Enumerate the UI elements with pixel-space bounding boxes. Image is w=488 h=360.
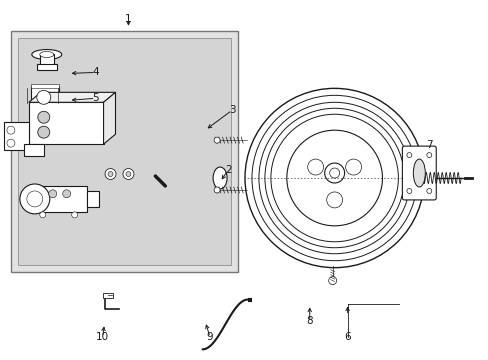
- Circle shape: [49, 190, 57, 198]
- Circle shape: [406, 153, 411, 158]
- Circle shape: [426, 189, 431, 193]
- Circle shape: [37, 90, 51, 104]
- Circle shape: [406, 189, 411, 193]
- Circle shape: [7, 126, 15, 134]
- Circle shape: [329, 168, 339, 178]
- Circle shape: [7, 139, 15, 147]
- Circle shape: [20, 184, 50, 214]
- Circle shape: [40, 212, 46, 218]
- FancyBboxPatch shape: [402, 146, 435, 200]
- Circle shape: [38, 126, 50, 138]
- Bar: [29, 102, 103, 144]
- Polygon shape: [103, 92, 115, 144]
- Ellipse shape: [213, 167, 226, 189]
- Bar: [37, 64, 57, 71]
- Text: 6: 6: [344, 332, 350, 342]
- Bar: [37, 186, 86, 212]
- Bar: [40, 54, 54, 67]
- Circle shape: [426, 153, 431, 158]
- Circle shape: [324, 163, 344, 183]
- Text: 9: 9: [206, 332, 213, 342]
- Bar: [31, 84, 59, 88]
- Text: 10: 10: [96, 332, 109, 342]
- Text: 1: 1: [125, 14, 131, 24]
- Bar: [102, 293, 112, 298]
- Circle shape: [72, 212, 78, 218]
- Bar: [31, 86, 59, 108]
- Bar: [11, 31, 238, 272]
- Ellipse shape: [40, 51, 54, 58]
- Text: 2: 2: [224, 165, 231, 175]
- Ellipse shape: [32, 50, 61, 59]
- Circle shape: [243, 86, 426, 270]
- Circle shape: [38, 111, 50, 123]
- Text: 7: 7: [425, 140, 432, 150]
- Circle shape: [126, 171, 131, 176]
- Bar: [4, 122, 29, 150]
- Text: 8: 8: [306, 316, 312, 327]
- Polygon shape: [24, 144, 44, 156]
- Ellipse shape: [412, 159, 425, 187]
- Text: 3: 3: [228, 105, 235, 115]
- Circle shape: [62, 190, 71, 198]
- Circle shape: [214, 137, 220, 143]
- Text: 4: 4: [92, 67, 99, 77]
- Circle shape: [214, 187, 220, 193]
- Circle shape: [328, 276, 336, 285]
- Circle shape: [122, 168, 134, 180]
- Bar: [18, 37, 230, 265]
- Circle shape: [27, 191, 42, 207]
- Polygon shape: [29, 92, 115, 102]
- Circle shape: [105, 168, 116, 180]
- Text: 5: 5: [92, 93, 99, 103]
- Circle shape: [108, 171, 113, 176]
- Bar: [86, 191, 99, 207]
